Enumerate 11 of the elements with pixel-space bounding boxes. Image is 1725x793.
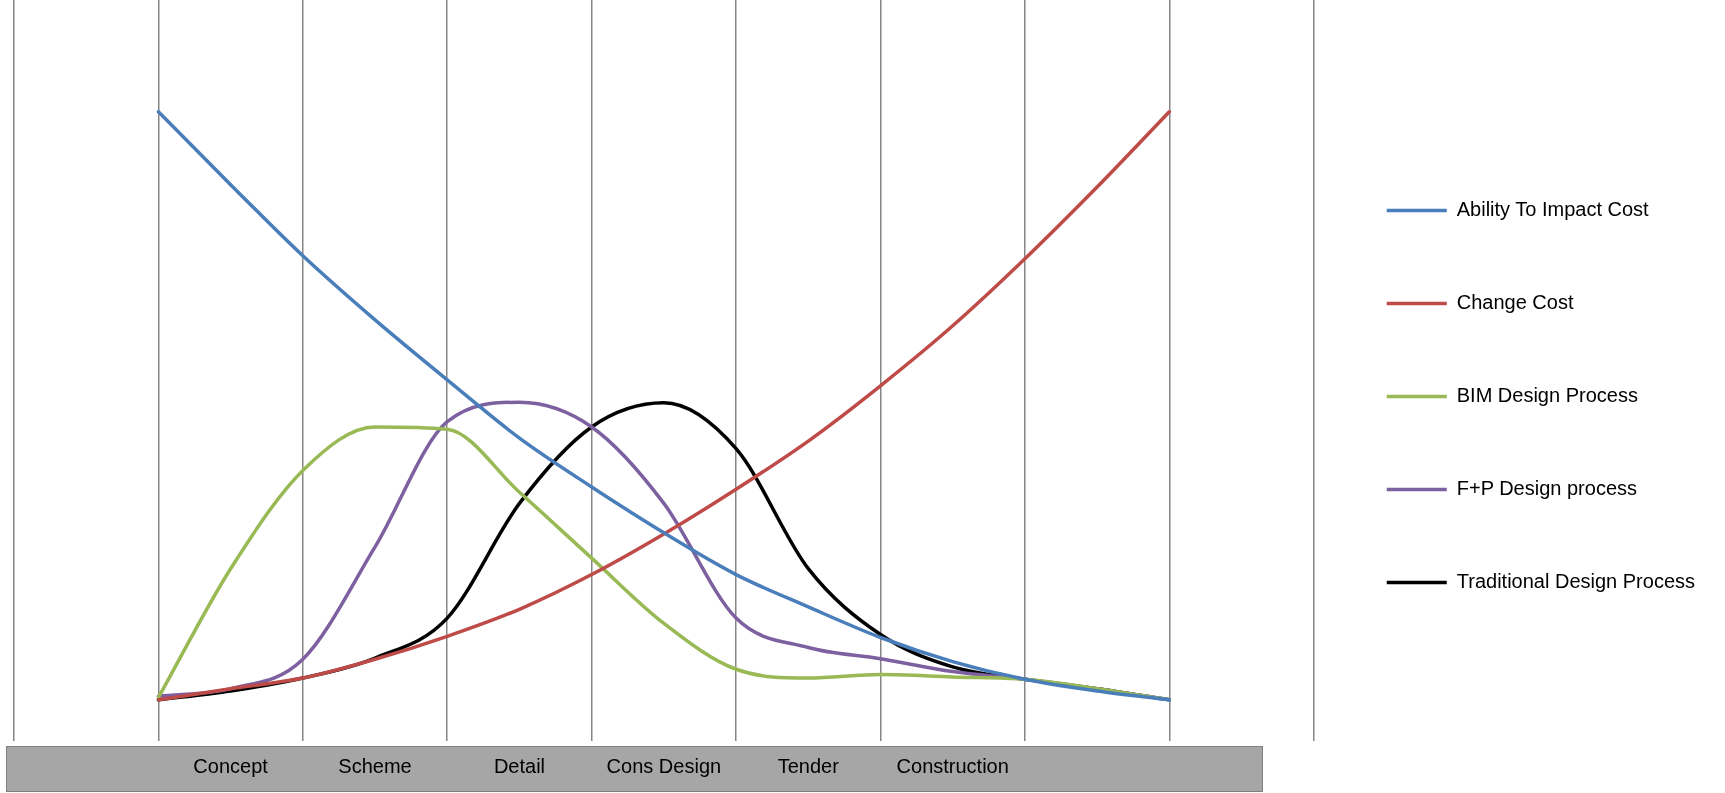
- x-tick-label: Tender: [777, 754, 840, 777]
- x-tick-label: Scheme: [338, 754, 412, 777]
- x-tick-label: Cons Design: [606, 754, 722, 777]
- legend-label: BIM Design Process: [1456, 384, 1638, 407]
- x-tick-label: Construction: [896, 754, 1009, 777]
- x-tick-label: Detail: [493, 754, 546, 777]
- legend-label: F+P Design process: [1456, 477, 1638, 500]
- legend-label: Change Cost: [1456, 291, 1574, 314]
- legend-label: Ability To Impact Cost: [1456, 198, 1650, 221]
- x-tick-label: Concept: [193, 754, 269, 777]
- legend-label: Traditional Design Process: [1456, 570, 1696, 593]
